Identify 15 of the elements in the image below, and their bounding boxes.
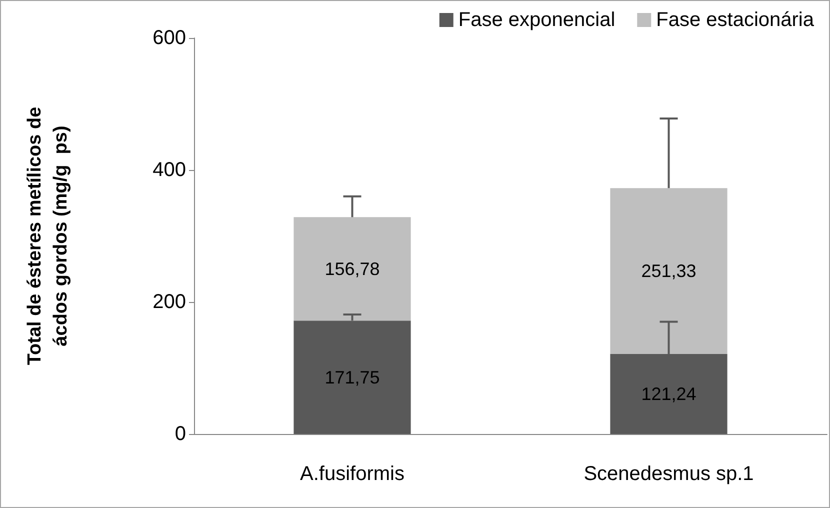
x-tick-label: Scenedesmus sp.1: [584, 463, 754, 485]
data-label: 156,78: [324, 258, 380, 279]
bar: [610, 188, 728, 354]
y-tick-label: 600: [152, 27, 186, 49]
y-tick-label: 200: [152, 291, 186, 313]
data-label: 251,33: [641, 261, 696, 282]
bar: [294, 217, 411, 321]
x-tick-label: A.fusiformis: [300, 463, 404, 485]
data-label: 171,75: [324, 367, 380, 388]
legend-label: Fase exponencial: [458, 9, 616, 31]
data-label: 121,24: [641, 384, 696, 404]
y-tick-label: 0: [174, 423, 186, 445]
legend-label: Fase estacionária: [656, 9, 815, 31]
y-axis-title: Total de ésteres metílicos de ácdos gordos (mg/g ps): [24, 106, 72, 366]
y-tick-label: 400: [152, 159, 186, 181]
